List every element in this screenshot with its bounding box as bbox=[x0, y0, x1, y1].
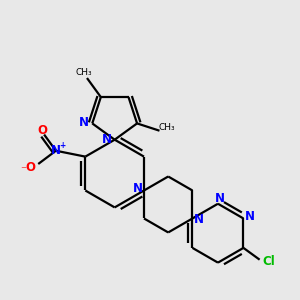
Text: +: + bbox=[59, 141, 65, 150]
Text: Cl: Cl bbox=[262, 255, 275, 268]
Text: N: N bbox=[79, 116, 89, 129]
Text: N: N bbox=[245, 210, 255, 223]
Text: ⁻: ⁻ bbox=[20, 164, 27, 177]
Text: CH₃: CH₃ bbox=[158, 123, 175, 132]
Text: N: N bbox=[51, 144, 61, 157]
Text: N: N bbox=[101, 133, 111, 146]
Text: N: N bbox=[214, 192, 224, 205]
Text: O: O bbox=[38, 124, 48, 136]
Text: O: O bbox=[26, 161, 36, 174]
Text: N: N bbox=[194, 213, 204, 226]
Text: N: N bbox=[133, 182, 142, 195]
Text: CH₃: CH₃ bbox=[76, 68, 92, 77]
